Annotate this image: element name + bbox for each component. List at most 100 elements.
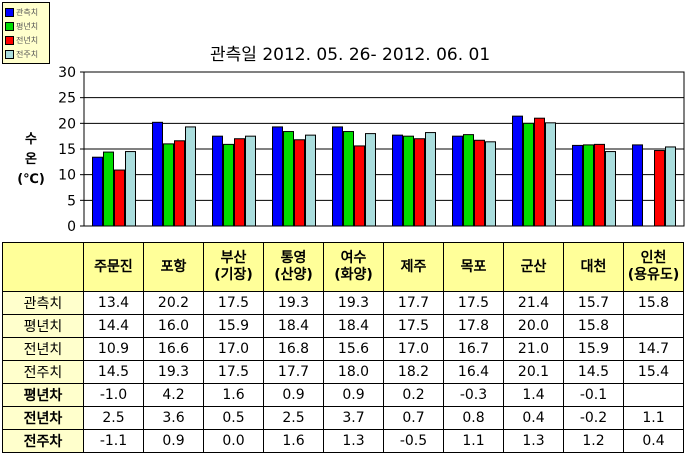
bar (354, 145, 365, 227)
bar (583, 144, 594, 227)
table-cell: -0.5 (383, 429, 444, 453)
table-cell: 20.2 (143, 291, 204, 315)
table-cell: 17.5 (203, 360, 264, 384)
bar (114, 169, 125, 227)
table-row: 관측치 13.4 20.2 17.5 19.3 19.3 17.7 17.5 21.4 15.7 1… (2, 291, 684, 315)
table-cell: 18.4 (323, 314, 384, 338)
bar (463, 134, 474, 227)
table-cell: 17.8 (443, 314, 504, 338)
y-axis-label-part: (℃) (17, 172, 45, 187)
bar (365, 133, 376, 227)
table-cell: 1.3 (323, 429, 384, 453)
bar (534, 117, 545, 227)
table-cell: 0.8 (443, 406, 504, 430)
table-cell: 16.8 (263, 337, 324, 361)
table-cell: 16.0 (143, 314, 204, 338)
table-cell: 15.8 (623, 291, 684, 315)
table-cell: 1.1 (443, 429, 504, 453)
bar (485, 141, 496, 227)
y-axis-label-part: 온 (25, 152, 37, 167)
bar (332, 126, 343, 227)
bar (605, 151, 616, 227)
table-cell: 2.5 (263, 406, 324, 430)
station-header-line: 인천 (640, 250, 667, 266)
row-label: 전년차 (2, 406, 84, 430)
table-cell: 16.4 (443, 360, 504, 384)
legend-swatch (5, 35, 14, 45)
bar (272, 126, 283, 227)
row-label: 관측치 (2, 291, 84, 315)
table-cell: 0.0 (203, 429, 264, 453)
bar (103, 151, 114, 227)
table-cell: 1.6 (263, 429, 324, 453)
bar (125, 151, 136, 227)
station-header: 제주 (383, 242, 444, 292)
station-header: 포항 (143, 242, 204, 292)
y-tick-label: 30 (58, 65, 76, 81)
table-cell: 0.4 (503, 406, 564, 430)
bar (223, 143, 234, 227)
table-cell: 1.4 (503, 383, 564, 407)
chart-title: 관측일 2012. 05. 26- 2012. 06. 01 (210, 45, 491, 65)
table-row: 전주차 -1.1 0.9 0.0 1.6 1.3 -0.5 1.1 1.3 1.2 0.4 (2, 429, 684, 453)
table-cell: 0.7 (383, 406, 444, 430)
table-cell: 14.7 (623, 337, 684, 361)
table-cell: -0.2 (563, 406, 624, 430)
bar (474, 139, 485, 227)
legend-entry: 전년치 (5, 33, 47, 47)
table-cell (623, 314, 684, 338)
table-cell: 14.5 (83, 360, 144, 384)
bar (343, 131, 354, 227)
table-cell: 19.3 (143, 360, 204, 384)
legend-label: 관측치 (16, 7, 39, 17)
y-tick-label: 20 (58, 116, 76, 132)
station-header-line: 주문진 (94, 258, 133, 275)
station-header-line: 여수 (340, 250, 367, 266)
table-cell: 16.7 (443, 337, 504, 361)
legend-entry: 관측치 (5, 5, 47, 19)
station-header-line: (기장) (214, 267, 253, 283)
station-header: 통영 (산양) (263, 242, 324, 292)
bar (452, 135, 463, 227)
table-cell: 19.3 (263, 291, 324, 315)
station-header-line: (산양) (274, 267, 313, 283)
table-cell: 1.1 (623, 406, 684, 430)
bar (594, 143, 605, 227)
table-row: 전년치 10.9 16.6 17.0 16.8 15.6 17.0 16.7 21.0 15.9 1… (2, 337, 684, 361)
table-cell: 16.6 (143, 337, 204, 361)
bar (234, 138, 245, 227)
station-header-line: 부산 (220, 250, 247, 266)
table-cell (623, 383, 684, 407)
table-cell: 3.6 (143, 406, 204, 430)
station-header: 목포 (443, 242, 504, 292)
y-axis-label-part: 수 (25, 132, 37, 147)
bar (294, 139, 305, 227)
station-header-line: 포항 (160, 258, 187, 275)
bar (152, 121, 163, 227)
y-tick-label: 5 (67, 193, 76, 209)
bar (185, 126, 196, 227)
station-header: 군산 (503, 242, 564, 292)
table-cell: 17.7 (263, 360, 324, 384)
table-cell: 1.6 (203, 383, 264, 407)
bar (92, 156, 103, 227)
bar (245, 135, 256, 227)
table-cell: 0.4 (623, 429, 684, 453)
table-cell: 3.7 (323, 406, 384, 430)
legend-entry: 평년치 (5, 19, 47, 33)
table-cell: 1.2 (563, 429, 624, 453)
bar (403, 135, 414, 227)
row-label: 전주차 (2, 429, 84, 453)
table-cell: 17.7 (383, 291, 444, 315)
table-cell: 15.9 (203, 314, 264, 338)
row-label: 전년치 (2, 337, 84, 361)
y-tick-label: 10 (58, 168, 76, 184)
table-cell: 0.9 (323, 383, 384, 407)
bar (212, 135, 223, 227)
table-cell: 15.9 (563, 337, 624, 361)
legend-swatch (5, 49, 14, 59)
table-cell: 0.2 (383, 383, 444, 407)
table-cell: 4.2 (143, 383, 204, 407)
station-header: 대천 (563, 242, 624, 292)
bar (632, 144, 643, 227)
